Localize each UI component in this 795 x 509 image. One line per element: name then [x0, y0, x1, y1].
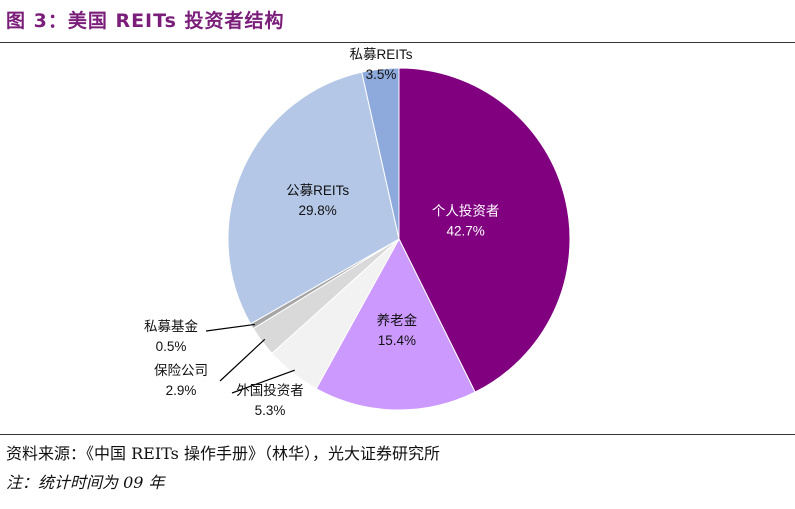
pie-slice: [398, 67, 571, 393]
slice-value-label: 3.5%: [366, 67, 397, 82]
leader-line: [219, 338, 266, 382]
footnote: 注：统计时间为 09 年: [6, 473, 165, 492]
slice-name-label: 私募基金: [144, 318, 198, 334]
slice-name-label: 养老金: [377, 313, 418, 328]
source-note: 资料来源：《中国 REITs 操作手册》（林华），光大证券研究所: [6, 444, 440, 463]
source-divider: [0, 434, 795, 435]
pie-chart: 个人投资者 42.7% 养老金 15.4% 外国投资者 5.3% 保险公司 2.9% 私募基金 0…: [144, 47, 571, 418]
leader-lines: [205, 323, 295, 394]
leader-line: [231, 369, 295, 394]
slice-name-label: 公募REITs: [286, 183, 349, 198]
figure-title: 图 3：美国 REITs 投资者结构: [6, 10, 285, 32]
pie-slice: [361, 67, 400, 240]
slice-labels: 个人投资者 42.7% 养老金 15.4% 外国投资者 5.3% 保险公司 2.9% 私募基金 0…: [144, 47, 499, 418]
slice-value-label: 0.5%: [156, 339, 187, 354]
pie-slice: [315, 237, 476, 411]
slice-value-label: 29.8%: [299, 203, 337, 218]
slice-name-label: 保险公司: [154, 363, 208, 378]
slice-name-label: 个人投资者: [432, 203, 500, 218]
slice-value-label: 15.4%: [378, 333, 416, 348]
pie-slices: [227, 67, 571, 411]
leader-line: [205, 323, 255, 332]
slice-value-label: 42.7%: [446, 223, 484, 238]
pie-slice: [227, 71, 400, 325]
slice-name-label: 私募REITs: [349, 47, 412, 62]
slice-name-label: 外国投资者: [236, 383, 304, 398]
title-divider: [0, 42, 795, 43]
slice-value-label: 2.9%: [166, 383, 197, 398]
slice-value-label: 5.3%: [255, 403, 286, 418]
